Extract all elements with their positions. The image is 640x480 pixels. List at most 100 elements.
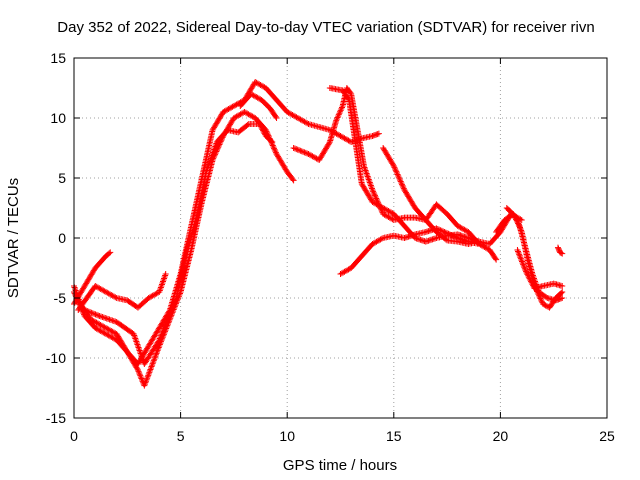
data-point: [156, 335, 163, 342]
data-point: [364, 172, 371, 178]
data-point: [160, 277, 167, 283]
data-point: [302, 149, 309, 156]
data-point: [378, 235, 385, 242]
data-point: [159, 328, 166, 335]
series-track-12: [503, 205, 566, 311]
data-point: [442, 229, 449, 236]
data-point: [365, 175, 372, 181]
data-point: [171, 299, 178, 306]
data-point: [392, 167, 399, 174]
data-point: [520, 262, 527, 269]
data-point: [144, 375, 151, 382]
data-point: [290, 177, 297, 184]
data-point: [167, 309, 174, 316]
data-point: [87, 309, 94, 316]
y-tick-label: 15: [50, 50, 66, 66]
data-point: [163, 319, 170, 326]
data-point: [301, 149, 308, 156]
data-point: [95, 312, 102, 319]
series-track-4: [75, 271, 169, 313]
data-point: [493, 256, 500, 263]
data-point: [521, 265, 528, 272]
data-point: [538, 298, 545, 305]
data-point: [158, 332, 165, 339]
data-point: [517, 226, 524, 233]
data-point: [524, 271, 531, 278]
data-point: [516, 224, 523, 231]
data-point: [345, 95, 352, 102]
series-track-10: [380, 145, 483, 247]
data-point: [529, 281, 536, 288]
data-point: [535, 291, 542, 298]
x-tick-label: 25: [599, 428, 615, 444]
data-point: [300, 148, 307, 155]
data-point: [112, 294, 119, 301]
data-point: [135, 368, 142, 375]
data-point: [347, 89, 354, 96]
y-tick-label: -10: [46, 350, 66, 366]
data-point: [166, 310, 173, 317]
data-point: [166, 312, 173, 319]
data-point: [390, 163, 397, 169]
data-point: [540, 301, 547, 307]
data-point: [526, 275, 533, 282]
data-point: [164, 316, 171, 323]
data-point: [291, 145, 298, 152]
data-point: [326, 140, 333, 147]
data-point: [400, 184, 407, 191]
data-point: [161, 275, 168, 282]
data-point: [133, 340, 140, 346]
data-point: [136, 347, 143, 354]
data-point: [395, 172, 402, 179]
data-point: [162, 272, 169, 279]
data-point: [144, 373, 151, 380]
data-point: [244, 121, 251, 128]
series-track-13: [514, 247, 566, 292]
data-point: [516, 251, 523, 258]
series-track-6: [237, 91, 280, 121]
data-point: [522, 268, 529, 275]
data-point: [88, 309, 95, 316]
data-point: [293, 146, 300, 153]
data-point: [136, 371, 143, 378]
data-point: [400, 185, 407, 192]
data-point: [525, 274, 532, 281]
grid-lines: [74, 58, 607, 418]
data-point: [162, 271, 169, 277]
data-point: [398, 181, 405, 188]
data-point: [525, 272, 532, 279]
data-point: [273, 115, 280, 121]
data-point: [269, 139, 276, 145]
data-point: [371, 191, 378, 198]
data-point: [446, 231, 453, 238]
data-point: [143, 376, 150, 383]
data-point: [558, 250, 565, 256]
data-point: [559, 289, 566, 295]
data-point: [390, 161, 397, 168]
chart-title: Day 352 of 2022, Sidereal Day-to-day VTE…: [57, 19, 594, 36]
data-point: [168, 306, 175, 313]
axis-ticks: 0 5 10 15 20 25 -15 -10 -5 0 5 10 15: [46, 50, 615, 444]
data-point: [256, 121, 263, 127]
y-tick-label: -5: [54, 290, 67, 306]
data-point: [513, 216, 520, 223]
data-point: [271, 146, 278, 153]
data-point: [367, 181, 374, 187]
data-point: [71, 284, 78, 291]
data-point: [392, 165, 399, 172]
data-point: [160, 326, 167, 333]
data-point: [366, 178, 373, 184]
data-point: [141, 381, 148, 388]
data-point: [158, 331, 165, 338]
data-point: [363, 169, 370, 175]
data-point: [520, 261, 527, 268]
y-tick-label: 5: [58, 170, 66, 186]
data-point: [394, 171, 401, 178]
data-point: [260, 127, 267, 134]
data-point: [152, 351, 159, 358]
data-point: [337, 107, 344, 114]
data-point: [147, 366, 154, 373]
data-point: [393, 170, 400, 177]
data-point: [393, 168, 400, 175]
data-point: [373, 195, 380, 202]
